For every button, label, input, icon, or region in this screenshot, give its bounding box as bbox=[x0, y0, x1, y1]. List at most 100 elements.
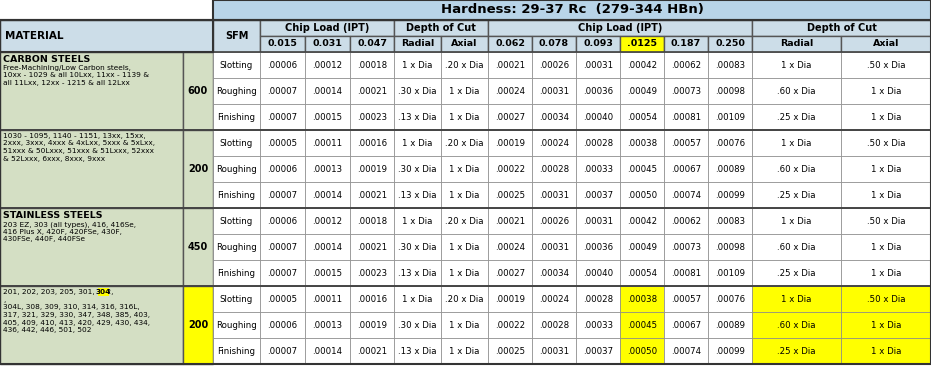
Bar bbox=[664, 234, 708, 260]
Bar bbox=[350, 78, 394, 104]
Bar bbox=[841, 104, 931, 130]
Text: .00073: .00073 bbox=[671, 86, 701, 96]
Text: .00057: .00057 bbox=[671, 294, 701, 303]
Bar bbox=[305, 104, 350, 130]
Text: 1 x Dia: 1 x Dia bbox=[870, 347, 901, 355]
Bar bbox=[441, 130, 488, 156]
Bar bbox=[488, 130, 532, 156]
Bar bbox=[0, 52, 931, 130]
Text: Axial: Axial bbox=[452, 39, 478, 49]
Text: .00045: .00045 bbox=[627, 320, 657, 329]
Text: .00012: .00012 bbox=[313, 217, 343, 226]
Text: .00007: .00007 bbox=[267, 86, 298, 96]
Bar bbox=[532, 104, 576, 130]
Text: .00045: .00045 bbox=[627, 165, 657, 173]
Bar bbox=[532, 130, 576, 156]
Text: .50 x Dia: .50 x Dia bbox=[867, 217, 905, 226]
Bar bbox=[260, 156, 305, 182]
Bar bbox=[0, 52, 183, 130]
Bar bbox=[305, 36, 350, 52]
Bar bbox=[532, 36, 576, 52]
Text: .00031: .00031 bbox=[539, 86, 569, 96]
Bar bbox=[664, 156, 708, 182]
Bar bbox=[350, 130, 394, 156]
Text: .30 x Dia: .30 x Dia bbox=[398, 165, 437, 173]
Text: .50 x Dia: .50 x Dia bbox=[867, 138, 905, 147]
Text: .00054: .00054 bbox=[627, 112, 657, 121]
Text: .00021: .00021 bbox=[357, 243, 387, 252]
Bar bbox=[213, 20, 260, 52]
Text: .60 x Dia: .60 x Dia bbox=[777, 165, 816, 173]
Bar bbox=[664, 78, 708, 104]
Text: 1 x Dia: 1 x Dia bbox=[450, 165, 479, 173]
Text: .00099: .00099 bbox=[715, 347, 745, 355]
Bar bbox=[260, 52, 305, 78]
Text: Free-Machining/Low Carbon steels,
10xx - 1029 & all 10Lxx, 11xx - 1139 &
all 11L: Free-Machining/Low Carbon steels, 10xx -… bbox=[3, 65, 149, 86]
Text: .25 x Dia: .25 x Dia bbox=[777, 347, 816, 355]
Text: .00049: .00049 bbox=[627, 86, 657, 96]
Text: .20 x Dia: .20 x Dia bbox=[445, 61, 484, 70]
Bar bbox=[841, 130, 931, 156]
Text: 200: 200 bbox=[188, 320, 209, 330]
Bar bbox=[305, 286, 350, 312]
Bar bbox=[708, 260, 752, 286]
Text: 1 x Dia: 1 x Dia bbox=[450, 347, 479, 355]
Bar bbox=[441, 208, 488, 234]
Text: .00098: .00098 bbox=[715, 86, 745, 96]
Text: 1 x Dia: 1 x Dia bbox=[781, 61, 812, 70]
Bar bbox=[576, 78, 620, 104]
Text: .00036: .00036 bbox=[583, 243, 613, 252]
Bar bbox=[708, 130, 752, 156]
Text: .00067: .00067 bbox=[671, 320, 701, 329]
Bar bbox=[752, 260, 841, 286]
Text: .00014: .00014 bbox=[313, 86, 343, 96]
Text: .00050: .00050 bbox=[627, 347, 657, 355]
Text: .00026: .00026 bbox=[539, 217, 569, 226]
Bar bbox=[488, 78, 532, 104]
Bar bbox=[620, 156, 664, 182]
Text: .00022: .00022 bbox=[495, 320, 525, 329]
Bar bbox=[260, 260, 305, 286]
Text: .00031: .00031 bbox=[539, 347, 569, 355]
Text: 450: 450 bbox=[188, 242, 209, 252]
Bar bbox=[708, 312, 752, 338]
Bar bbox=[752, 156, 841, 182]
Bar bbox=[576, 208, 620, 234]
Text: Finishing: Finishing bbox=[218, 268, 255, 277]
Bar bbox=[260, 130, 305, 156]
Bar bbox=[532, 156, 576, 182]
Text: .60 x Dia: .60 x Dia bbox=[777, 86, 816, 96]
Text: .00006: .00006 bbox=[267, 165, 298, 173]
Text: .60 x Dia: .60 x Dia bbox=[777, 320, 816, 329]
Text: 0.031: 0.031 bbox=[313, 39, 343, 49]
Bar bbox=[752, 20, 931, 36]
Bar bbox=[0, 20, 213, 52]
Text: .00014: .00014 bbox=[313, 347, 343, 355]
Bar bbox=[841, 182, 931, 208]
Text: .00007: .00007 bbox=[267, 112, 298, 121]
Bar bbox=[213, 0, 931, 20]
Bar bbox=[350, 156, 394, 182]
Text: Radial: Radial bbox=[780, 39, 813, 49]
Text: .00076: .00076 bbox=[715, 294, 745, 303]
Text: .00005: .00005 bbox=[267, 138, 298, 147]
Bar bbox=[532, 260, 576, 286]
Bar bbox=[620, 312, 664, 338]
Bar bbox=[441, 78, 488, 104]
Text: 1 x Dia: 1 x Dia bbox=[450, 86, 479, 96]
Bar bbox=[394, 338, 441, 364]
Text: .20 x Dia: .20 x Dia bbox=[445, 217, 484, 226]
Bar bbox=[260, 312, 305, 338]
Text: .00011: .00011 bbox=[313, 294, 343, 303]
Text: .00031: .00031 bbox=[583, 217, 613, 226]
Bar bbox=[576, 234, 620, 260]
Text: Slotting: Slotting bbox=[220, 138, 253, 147]
Bar bbox=[620, 338, 664, 364]
Text: .00073: .00073 bbox=[671, 243, 701, 252]
Text: .00007: .00007 bbox=[267, 243, 298, 252]
Text: .00099: .00099 bbox=[715, 191, 745, 200]
Text: .00021: .00021 bbox=[495, 61, 525, 70]
Text: .00027: .00027 bbox=[495, 268, 525, 277]
Text: Chip Load (IPT): Chip Load (IPT) bbox=[578, 23, 662, 33]
Bar bbox=[0, 20, 213, 52]
